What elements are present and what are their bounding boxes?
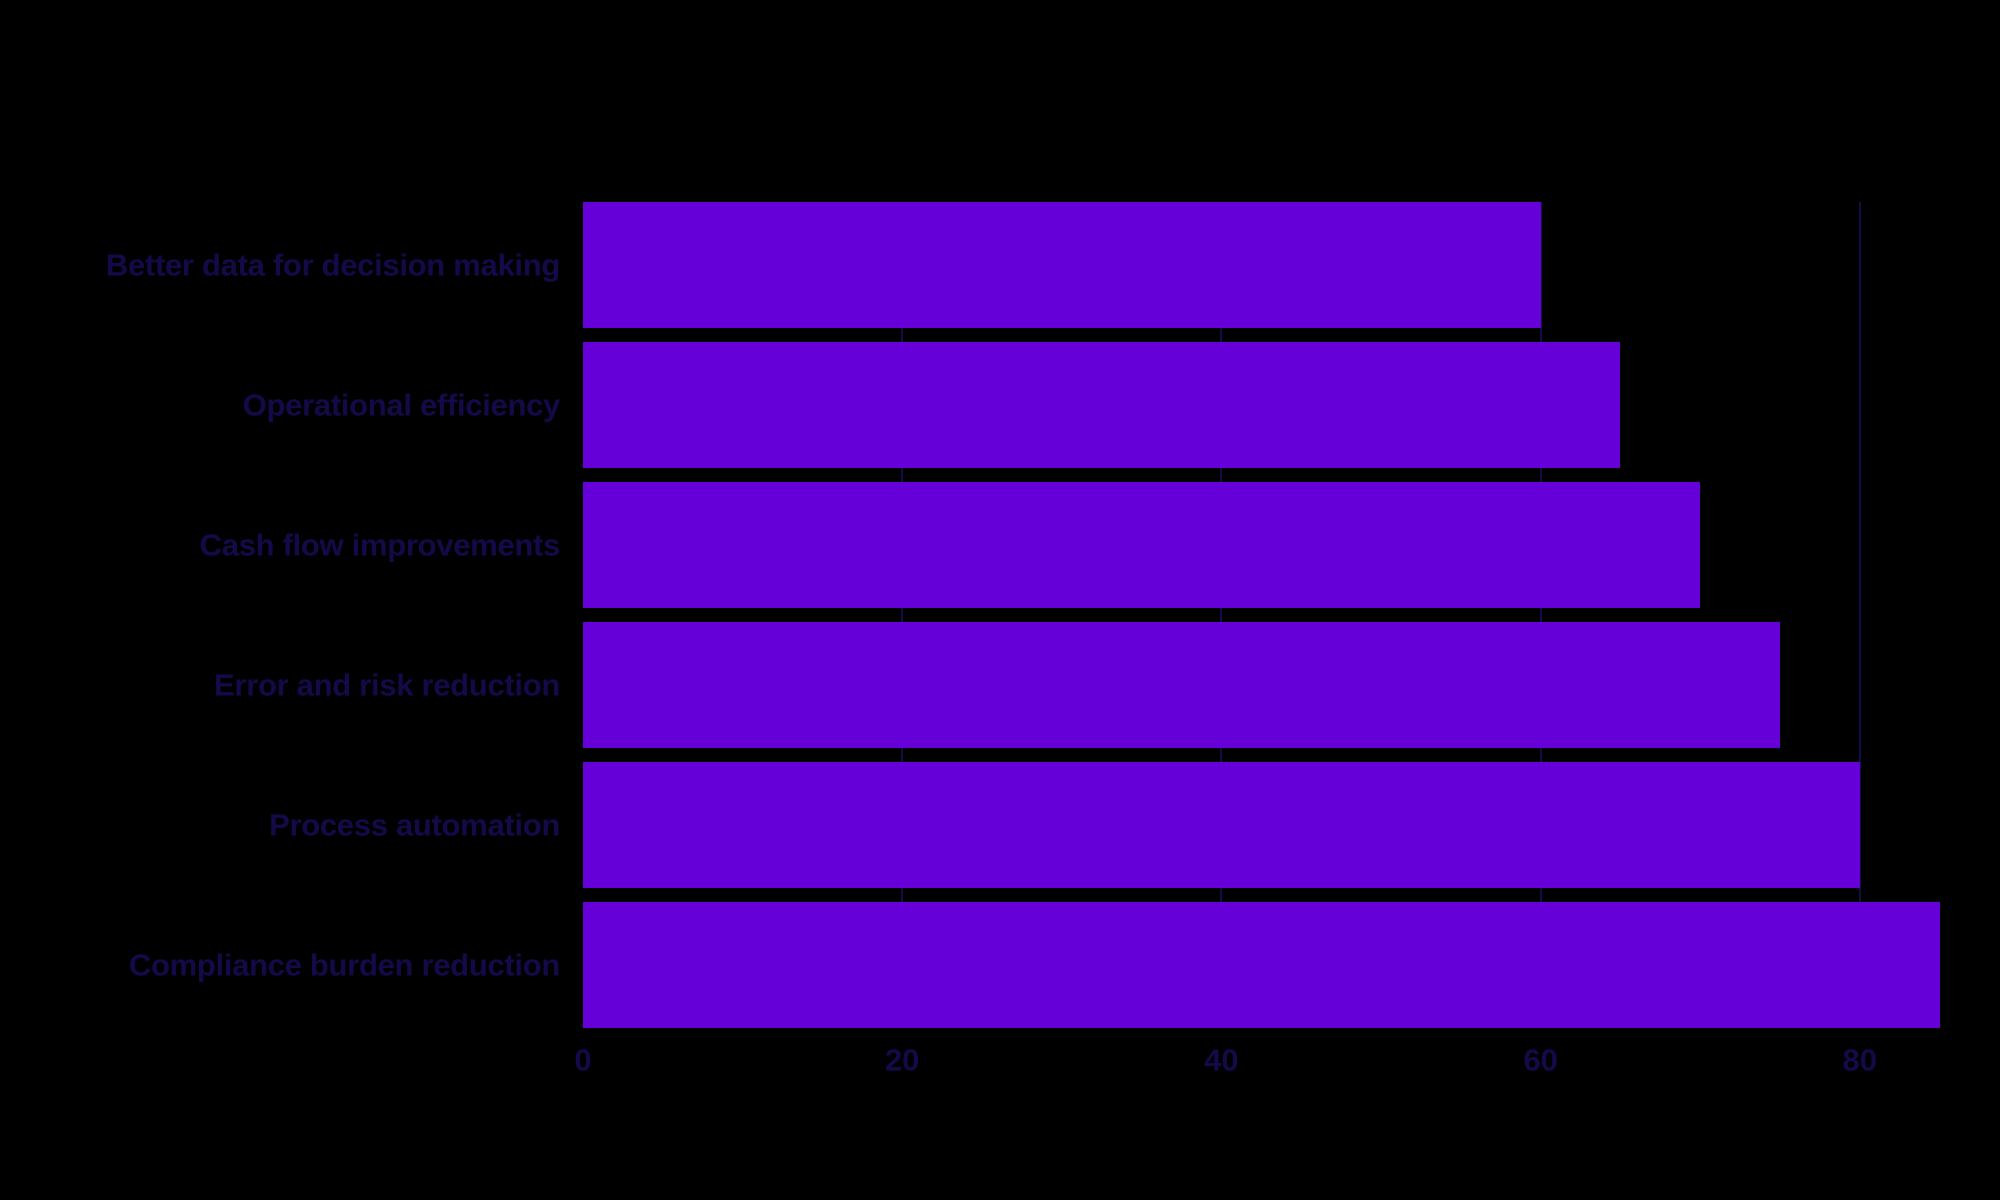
x-tick-label: 60 — [1523, 1042, 1558, 1078]
bar: 70 — [583, 482, 1701, 608]
category-label: Better data for decision making — [105, 247, 560, 283]
gridline — [1539, 202, 1542, 1028]
category-label: Cash flow improvements — [199, 527, 561, 563]
category-label: Error and risk reduction — [214, 667, 560, 703]
bar: 80 — [583, 762, 1860, 888]
x-tick-label: 0 — [574, 1042, 592, 1078]
bar: 75 — [583, 622, 1780, 748]
category-label: Process automation — [269, 807, 560, 843]
bar: 60 — [583, 202, 1541, 328]
bar: 85 — [583, 902, 1940, 1028]
category-label: Compliance burden reduction — [128, 947, 560, 983]
gridline — [1858, 202, 1861, 1028]
gridline — [901, 202, 904, 1028]
x-tick-label: 40 — [1204, 1042, 1239, 1078]
x-tick-label: 20 — [884, 1042, 920, 1078]
bar: 65 — [583, 342, 1621, 468]
x-tick-label: 80 — [1842, 1042, 1878, 1078]
gridline — [1220, 202, 1223, 1028]
category-label: Operational efficiency — [242, 387, 561, 423]
